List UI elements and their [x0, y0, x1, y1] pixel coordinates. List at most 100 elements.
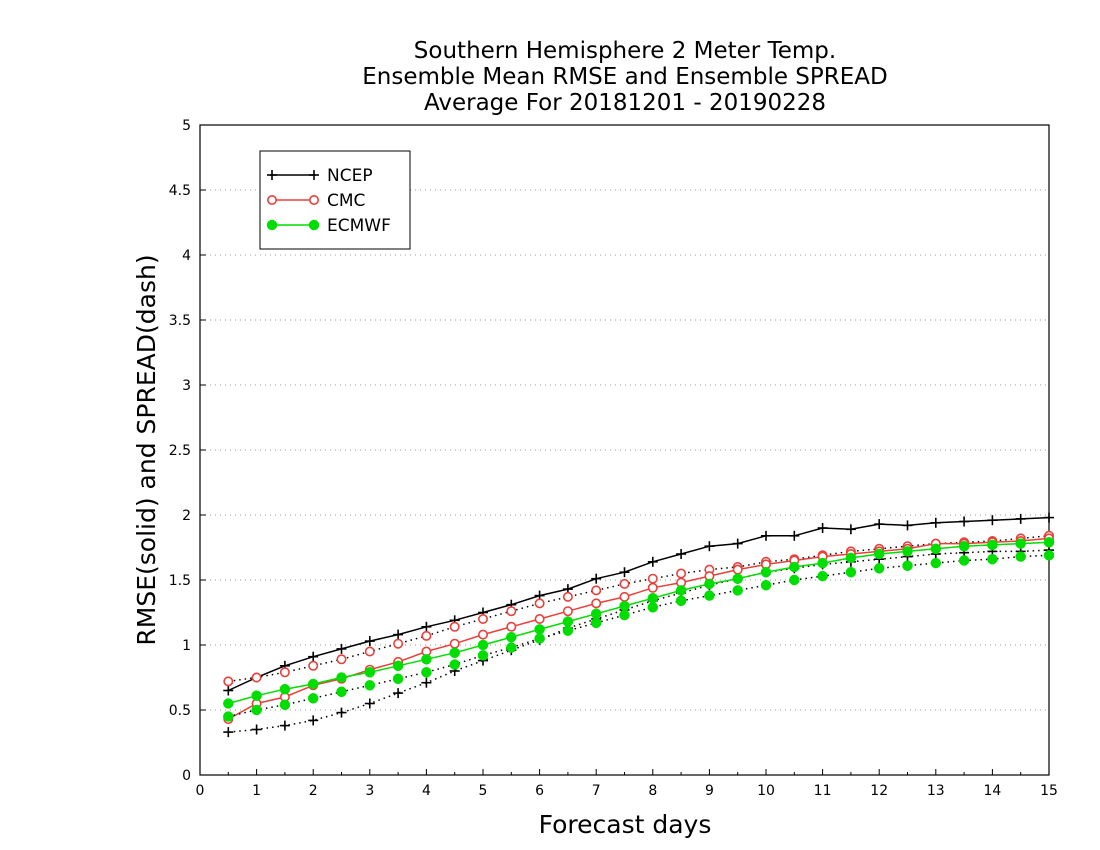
point-ecmwf-rmse-17 [704, 578, 715, 590]
x-tick-label-11: 11 [814, 783, 832, 799]
point-ecmwf-spread-2 [279, 699, 291, 711]
legend-label-ecmwf: ECMWF [327, 216, 391, 236]
legend-item-cmc: CMC [266, 191, 365, 211]
point-ecmwf-spread-9 [477, 650, 489, 661]
x-tick-label-7: 7 [592, 783, 601, 799]
line-ecmwf-spread [228, 554, 1050, 718]
line-cmc-spread [228, 535, 1050, 683]
point-ncep-rmse-17 [704, 541, 715, 552]
point-ncep-rmse-18 [732, 538, 743, 549]
point-ecmwf-spread-17 [704, 590, 715, 601]
point-ecmwf-spread-26 [958, 555, 970, 566]
line-ncep-rmse [227, 516, 1050, 692]
point-ecmwf-rmse-12 [562, 616, 574, 627]
legend-label-cmc: CMC [327, 191, 365, 211]
point-ecmwf-rmse-16 [675, 585, 687, 596]
point-ecmwf-spread-6 [392, 673, 404, 685]
point-ecmwf-rmse-11 [534, 624, 545, 635]
point-ecmwf-spread-3 [307, 693, 319, 704]
point-cmc-spread-8 [449, 621, 460, 632]
x-tick-label-4: 4 [422, 783, 431, 799]
point-cmc-spread-15 [647, 573, 658, 584]
x-tick-label-12: 12 [870, 783, 888, 799]
point-ecmwf-spread-18 [732, 585, 743, 596]
point-ecmwf-spread-12 [562, 625, 574, 636]
x-tick-label-10: 10 [757, 783, 775, 799]
x-tick-label-0: 0 [196, 783, 205, 799]
x-tick-label-13: 13 [927, 783, 945, 799]
point-ncep-rmse-27 [987, 515, 998, 526]
x-tick-label-15: 15 [1040, 783, 1058, 799]
point-ecmwf-spread-13 [590, 617, 602, 629]
x-tick-label-8: 8 [648, 783, 657, 799]
legend-marker-end-cmc [308, 195, 319, 206]
point-ncep-rmse-0 [223, 685, 234, 696]
point-ecmwf-spread-0 [223, 711, 234, 722]
point-ncep-spread-6 [393, 688, 404, 699]
point-ncep-rmse-19 [761, 530, 771, 541]
point-ecmwf-rmse-10 [506, 631, 517, 643]
point-cmc-rmse-9 [477, 629, 488, 640]
point-ecmwf-rmse-28 [1015, 538, 1026, 549]
point-ecmwf-rmse-2 [279, 683, 291, 695]
point-ncep-rmse-6 [393, 629, 404, 640]
point-cmc-spread-7 [421, 630, 432, 641]
y-tick-label-0: 0 [182, 768, 191, 784]
point-cmc-rmse-18 [732, 564, 743, 575]
point-cmc-spread-0 [223, 676, 234, 687]
y-tick-label-2: 1 [182, 638, 191, 654]
series-ncep [223, 512, 1054, 738]
point-ecmwf-spread-24 [902, 560, 913, 571]
point-ecmwf-spread-11 [534, 633, 545, 644]
point-ecmwf-spread-22 [845, 566, 857, 578]
point-cmc-rmse-15 [647, 582, 658, 593]
y-axis: 0 0.5 1 1.5 2 2.5 3 3.5 4 4.5 5 [169, 118, 206, 784]
point-ncep-spread-4 [336, 707, 347, 718]
point-ecmwf-rmse-8 [449, 647, 460, 659]
point-ecmwf-rmse-1 [251, 690, 262, 701]
point-ecmwf-spread-15 [647, 602, 659, 613]
y-tick-label-1: 0.5 [169, 703, 191, 719]
point-ncep-rmse-5 [364, 636, 375, 647]
point-cmc-spread-13 [591, 585, 602, 596]
legend-marker-start-ecmwf [266, 219, 278, 231]
point-ncep-rmse-24 [902, 520, 913, 531]
point-ncep-rmse-15 [647, 556, 658, 567]
y-tick-label-5: 2.5 [169, 443, 191, 459]
legend-item-ncep: NCEP [267, 166, 373, 186]
point-ecmwf-rmse-0 [223, 698, 234, 709]
x-axis-label: Forecast days [539, 810, 712, 839]
point-ecmwf-spread-16 [675, 595, 687, 607]
point-ncep-rmse-22 [845, 524, 856, 535]
legend-marker-start-ncep [267, 170, 277, 180]
x-tick-label-14: 14 [983, 783, 1001, 799]
point-ncep-rmse-23 [874, 519, 885, 530]
point-cmc-spread-9 [477, 613, 488, 624]
point-ecmwf-spread-4 [336, 686, 347, 698]
point-ecmwf-spread-23 [873, 563, 885, 574]
point-ecmwf-spread-28 [1015, 551, 1026, 562]
point-ecmwf-rmse-15 [647, 592, 659, 604]
point-ncep-rmse-28 [1015, 513, 1026, 524]
point-ecmwf-rmse-5 [364, 667, 376, 678]
point-ecmwf-spread-7 [421, 667, 432, 678]
point-ncep-rmse-29 [1044, 512, 1054, 523]
point-ecmwf-rmse-25 [930, 543, 942, 555]
point-ecmwf-rmse-26 [958, 540, 970, 552]
legend-marker-start-cmc [266, 195, 277, 206]
point-cmc-rmse-14 [619, 591, 630, 602]
point-ncep-rmse-20 [789, 530, 800, 541]
point-ncep-rmse-21 [817, 523, 828, 533]
point-cmc-rmse-8 [449, 638, 460, 649]
series-cmc [223, 530, 1055, 725]
y-tick-label-7: 3.5 [169, 313, 191, 329]
point-ncep-spread-3 [308, 715, 319, 726]
point-ncep-rmse-4 [336, 643, 347, 654]
point-cmc-rmse-11 [534, 613, 545, 624]
point-cmc-spread-10 [506, 606, 517, 617]
point-ecmwf-spread-27 [987, 553, 998, 565]
x-tick-label-5: 5 [479, 783, 488, 799]
point-ecmwf-rmse-14 [619, 600, 630, 612]
x-tick-label-3: 3 [365, 783, 374, 799]
